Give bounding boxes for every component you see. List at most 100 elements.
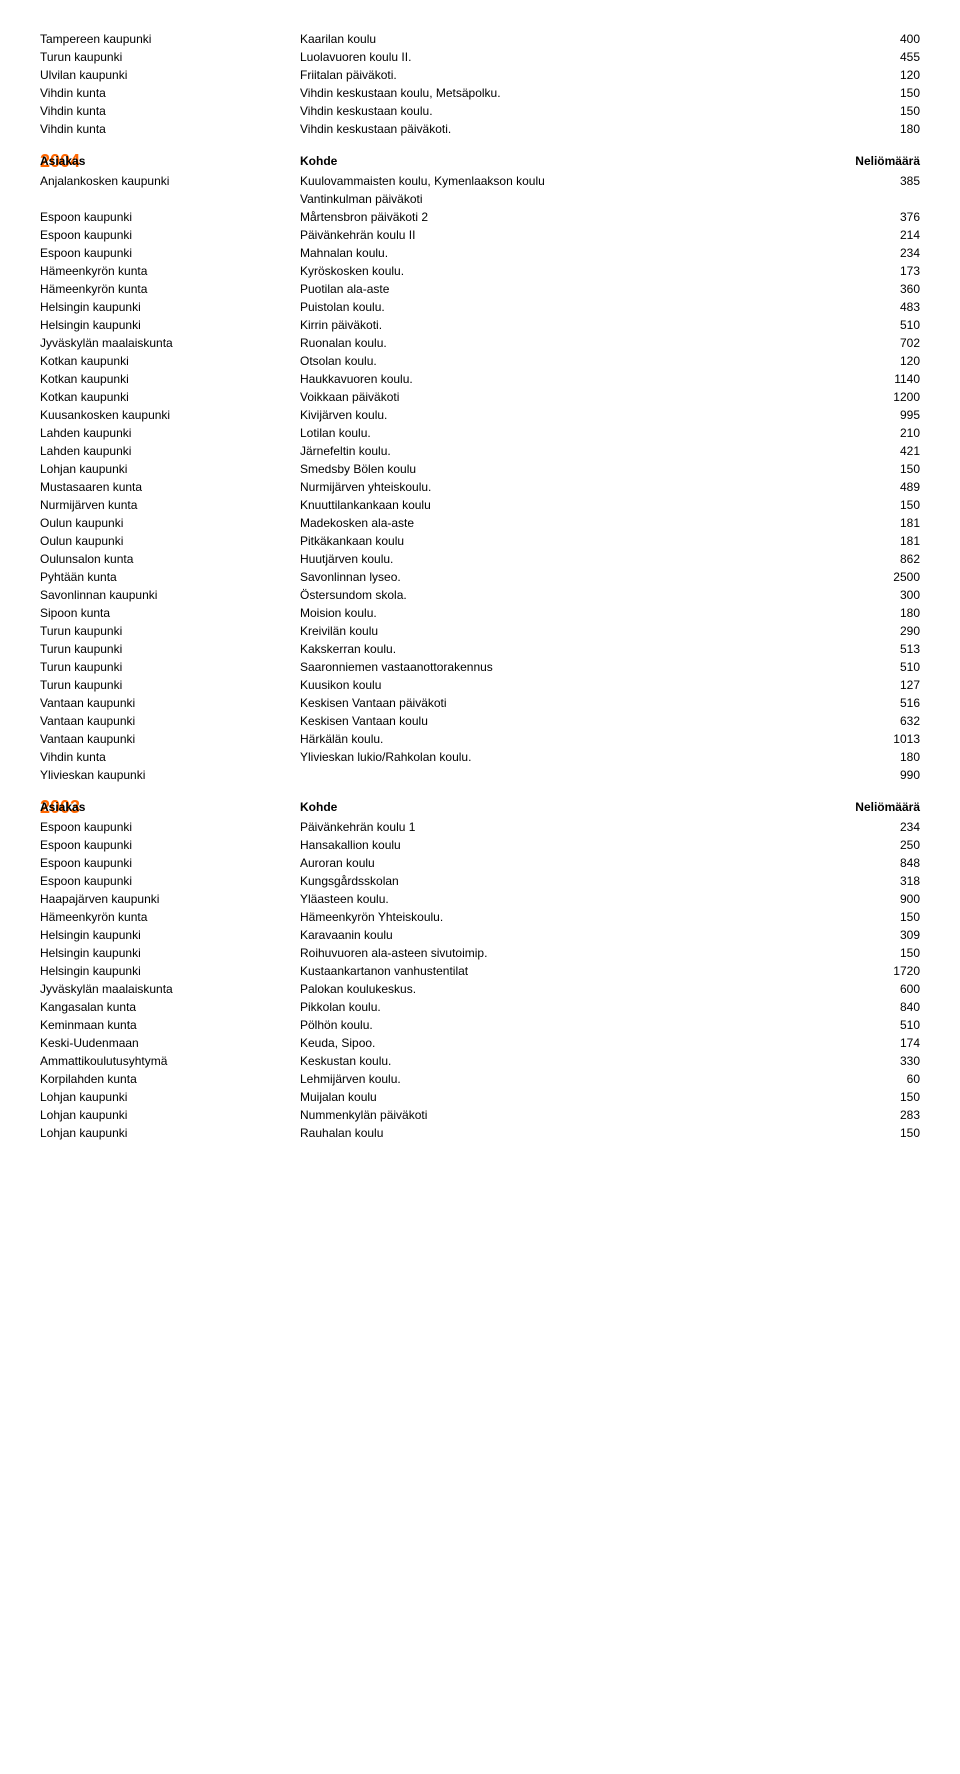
table-row: Espoon kaupunkiKungsgårdsskolan318 (40, 872, 920, 890)
cell-area: 848 (820, 854, 920, 872)
cell-area: 150 (820, 908, 920, 926)
table-row: Savonlinnan kaupunkiÖstersundom skola.30… (40, 586, 920, 604)
cell-client (40, 190, 300, 208)
cell-area: 632 (820, 712, 920, 730)
cell-client: Haapajärven kaupunki (40, 890, 300, 908)
cell-client: Lahden kaupunki (40, 442, 300, 460)
table-row: Espoon kaupunkiPäivänkehrän koulu 1234 (40, 818, 920, 836)
cell-client: Vihdin kunta (40, 102, 300, 120)
cell-target: Nummenkylän päiväkoti (300, 1106, 820, 1124)
table-row: Ylivieskan kaupunki990 (40, 766, 920, 784)
cell-area: 120 (820, 352, 920, 370)
cell-target: Puistolan koulu. (300, 298, 820, 316)
table-row: Espoon kaupunkiMårtensbron päiväkoti 237… (40, 208, 920, 226)
cell-target: Lehmijärven koulu. (300, 1070, 820, 1088)
table-row: Jyväskylän maalaiskuntaPalokan koulukesk… (40, 980, 920, 998)
cell-target: Hämeenkyrön Yhteiskoulu. (300, 908, 820, 926)
cell-target: Keskisen Vantaan päiväkoti (300, 694, 820, 712)
table-row: Vihdin kuntaVihdin keskustaan koulu.150 (40, 102, 920, 120)
cell-target: Yläasteen koulu. (300, 890, 820, 908)
cell-area: 150 (820, 1124, 920, 1142)
cell-client: Ulvilan kaupunki (40, 66, 300, 84)
cell-client: Vihdin kunta (40, 120, 300, 138)
cell-target: Saaronniemen vastaanottorakennus (300, 658, 820, 676)
cell-target: Hansakallion koulu (300, 836, 820, 854)
cell-client: Helsingin kaupunki (40, 298, 300, 316)
table-row: Turun kaupunkiKreivilän koulu290 (40, 622, 920, 640)
cell-target: Kungsgårdsskolan (300, 872, 820, 890)
header-client-2004: Asiakas (40, 152, 85, 170)
cell-area: 995 (820, 406, 920, 424)
table-row: Jyväskylän maalaiskuntaRuonalan koulu.70… (40, 334, 920, 352)
table-row: Helsingin kaupunkiKaravaanin koulu309 (40, 926, 920, 944)
table-row: Helsingin kaupunkiRoihuvuoren ala-asteen… (40, 944, 920, 962)
cell-target: Mårtensbron päiväkoti 2 (300, 208, 820, 226)
cell-area: 513 (820, 640, 920, 658)
header-client-2003: Asiakas (40, 798, 85, 816)
cell-target: Pikkolan koulu. (300, 998, 820, 1016)
cell-target: Kivijärven koulu. (300, 406, 820, 424)
table-row: Lohjan kaupunkiSmedsby Bölen koulu150 (40, 460, 920, 478)
table-row: Kangasalan kuntaPikkolan koulu.840 (40, 998, 920, 1016)
cell-target: Pölhön koulu. (300, 1016, 820, 1034)
cell-target: Huutjärven koulu. (300, 550, 820, 568)
table-row: Turun kaupunkiKakskerran koulu.513 (40, 640, 920, 658)
cell-client: Lohjan kaupunki (40, 1124, 300, 1142)
table-row: Hämeenkyrön kuntaHämeenkyrön Yhteiskoulu… (40, 908, 920, 926)
cell-client: Helsingin kaupunki (40, 926, 300, 944)
cell-area: 234 (820, 818, 920, 836)
cell-target: Vantinkulman päiväkoti (300, 190, 820, 208)
table-row: Haapajärven kaupunkiYläasteen koulu.900 (40, 890, 920, 908)
table-row: Mustasaaren kuntaNurmijärven yhteiskoulu… (40, 478, 920, 496)
cell-target: Kakskerran koulu. (300, 640, 820, 658)
cell-area: 300 (820, 586, 920, 604)
cell-area: 1200 (820, 388, 920, 406)
cell-client: Espoon kaupunki (40, 244, 300, 262)
table-row: Kuusankosken kaupunkiKivijärven koulu.99… (40, 406, 920, 424)
cell-client: Kuusankosken kaupunki (40, 406, 300, 424)
table-row: Ulvilan kaupunkiFriitalan päiväkoti.120 (40, 66, 920, 84)
cell-target: Vihdin keskustaan koulu, Metsäpolku. (300, 84, 820, 102)
cell-client: Hämeenkyrön kunta (40, 262, 300, 280)
cell-client: Espoon kaupunki (40, 226, 300, 244)
cell-area: 900 (820, 890, 920, 908)
cell-area: 376 (820, 208, 920, 226)
cell-area: 150 (820, 460, 920, 478)
cell-client: Espoon kaupunki (40, 208, 300, 226)
table-row: Vihdin kuntaVihdin keskustaan koulu, Met… (40, 84, 920, 102)
cell-target: Kirrin päiväkoti. (300, 316, 820, 334)
cell-area: 400 (820, 30, 920, 48)
cell-area: 1720 (820, 962, 920, 980)
table-row: Vantaan kaupunkiKeskisen Vantaan koulu63… (40, 712, 920, 730)
cell-client: Espoon kaupunki (40, 854, 300, 872)
cell-area: 150 (820, 944, 920, 962)
cell-area: 181 (820, 514, 920, 532)
table-row: Oulun kaupunkiMadekosken ala-aste181 (40, 514, 920, 532)
cell-target (300, 766, 820, 784)
cell-area: 150 (820, 84, 920, 102)
cell-target: Kuusikon koulu (300, 676, 820, 694)
cell-area: 180 (820, 748, 920, 766)
table-row: AmmattikoulutusyhtymäKeskustan koulu.330 (40, 1052, 920, 1070)
cell-target: Muijalan koulu (300, 1088, 820, 1106)
cell-target: Vihdin keskustaan päiväkoti. (300, 120, 820, 138)
cell-area: 214 (820, 226, 920, 244)
cell-area: 173 (820, 262, 920, 280)
cell-target: Haukkavuoren koulu. (300, 370, 820, 388)
table-row: Lahden kaupunkiJärnefeltin koulu.421 (40, 442, 920, 460)
cell-client: Turun kaupunki (40, 622, 300, 640)
cell-client: Espoon kaupunki (40, 872, 300, 890)
cell-target: Auroran koulu (300, 854, 820, 872)
table-row: Turun kaupunkiLuolavuoren koulu II.455 (40, 48, 920, 66)
cell-area: 234 (820, 244, 920, 262)
cell-client: Lahden kaupunki (40, 424, 300, 442)
table-row: Vantinkulman päiväkoti (40, 190, 920, 208)
cell-client: Tampereen kaupunki (40, 30, 300, 48)
table-row: Lohjan kaupunkiMuijalan koulu150 (40, 1088, 920, 1106)
cell-area: 60 (820, 1070, 920, 1088)
header-area-2003: Neliömäärä (820, 798, 920, 816)
cell-client: Turun kaupunki (40, 658, 300, 676)
table-row: Espoon kaupunkiAuroran koulu848 (40, 854, 920, 872)
cell-client: Helsingin kaupunki (40, 944, 300, 962)
cell-area: 127 (820, 676, 920, 694)
